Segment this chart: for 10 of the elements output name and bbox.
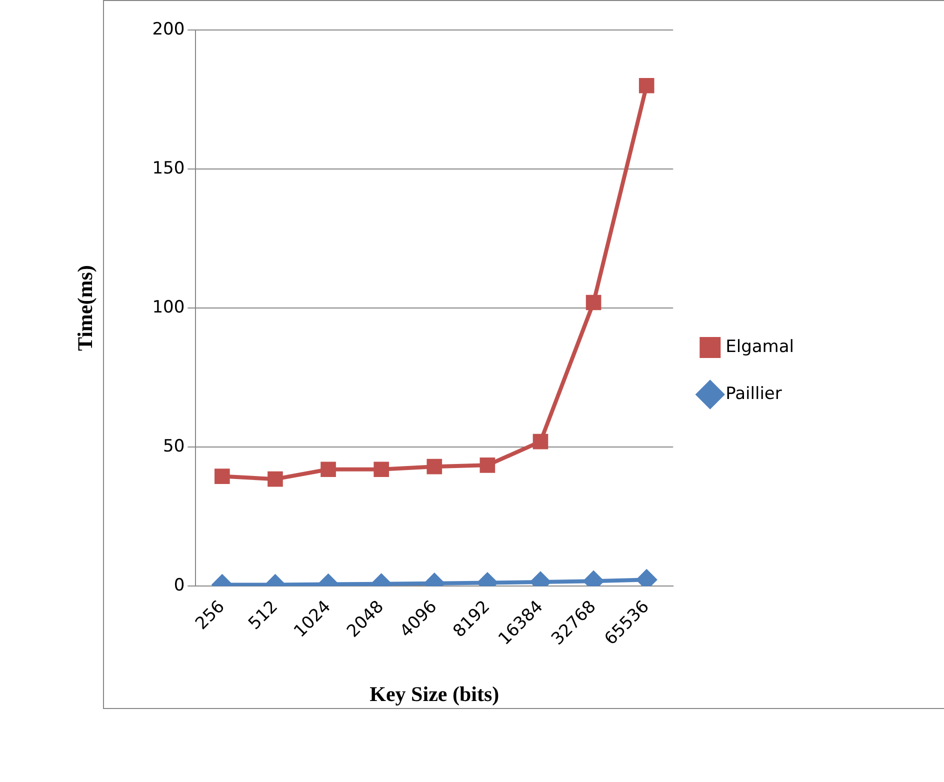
legend-label: Paillier [726,384,782,404]
y-tick-label: 50 [163,436,185,457]
y-tick-label: 100 [152,297,185,318]
x-axis-title: Key Size (bits) [370,682,500,706]
y-tick-label: 150 [152,158,185,178]
y-tick-label: 200 [152,19,185,40]
x-tick-label: 512 [244,596,282,634]
y-tick-label: 0 [174,576,185,596]
y-axis-title: Time(ms) [73,265,98,352]
legend-label: Elgamal [726,336,794,357]
